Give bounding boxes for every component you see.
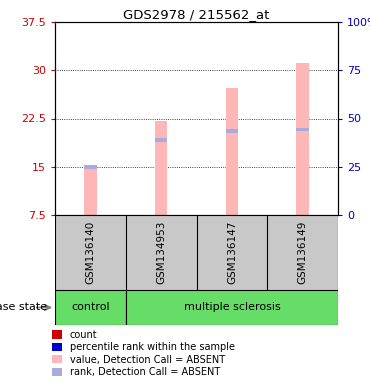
Legend: count, percentile rank within the sample, value, Detection Call = ABSENT, rank, : count, percentile rank within the sample… xyxy=(53,330,235,377)
Text: GSM136140: GSM136140 xyxy=(85,221,95,284)
Bar xyxy=(225,88,238,215)
Bar xyxy=(84,165,97,169)
Bar xyxy=(296,127,309,131)
Text: disease state: disease state xyxy=(0,303,48,313)
Title: GDS2978 / 215562_at: GDS2978 / 215562_at xyxy=(123,8,270,21)
Bar xyxy=(155,121,168,215)
Text: GSM134953: GSM134953 xyxy=(156,221,166,284)
Bar xyxy=(126,290,338,325)
Text: GSM136149: GSM136149 xyxy=(297,221,307,284)
Bar xyxy=(225,129,238,132)
Bar xyxy=(84,169,97,215)
Text: control: control xyxy=(71,303,110,313)
Bar xyxy=(55,290,126,325)
Text: GSM136147: GSM136147 xyxy=(227,221,237,284)
Bar xyxy=(296,63,309,215)
Bar xyxy=(155,138,168,142)
Text: multiple sclerosis: multiple sclerosis xyxy=(184,303,280,313)
